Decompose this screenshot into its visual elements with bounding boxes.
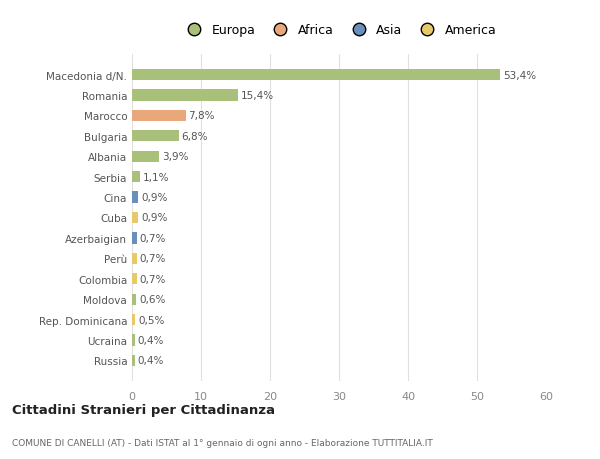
Text: 0,7%: 0,7%: [140, 233, 166, 243]
Text: 53,4%: 53,4%: [503, 71, 536, 80]
Bar: [132, 233, 137, 244]
Bar: [132, 213, 138, 224]
Text: 0,4%: 0,4%: [137, 356, 164, 365]
Bar: [132, 131, 179, 142]
Bar: [132, 192, 138, 203]
Text: 15,4%: 15,4%: [241, 91, 274, 101]
Bar: [132, 111, 186, 122]
Bar: [132, 314, 136, 325]
Text: 0,6%: 0,6%: [139, 295, 165, 304]
Text: 0,4%: 0,4%: [137, 335, 164, 345]
Bar: [132, 274, 137, 285]
Bar: [132, 70, 500, 81]
Text: 6,8%: 6,8%: [182, 132, 208, 141]
Bar: [132, 335, 135, 346]
Text: 0,9%: 0,9%: [141, 193, 167, 203]
Bar: [132, 253, 137, 264]
Text: Cittadini Stranieri per Cittadinanza: Cittadini Stranieri per Cittadinanza: [12, 403, 275, 416]
Text: 7,8%: 7,8%: [188, 111, 215, 121]
Legend: Europa, Africa, Asia, America: Europa, Africa, Asia, America: [176, 19, 502, 42]
Bar: [132, 294, 136, 305]
Text: 3,9%: 3,9%: [161, 152, 188, 162]
Text: COMUNE DI CANELLI (AT) - Dati ISTAT al 1° gennaio di ogni anno - Elaborazione TU: COMUNE DI CANELLI (AT) - Dati ISTAT al 1…: [12, 438, 433, 447]
Bar: [132, 90, 238, 101]
Text: 0,9%: 0,9%: [141, 213, 167, 223]
Text: 0,7%: 0,7%: [140, 254, 166, 264]
Bar: [132, 172, 140, 183]
Text: 0,7%: 0,7%: [140, 274, 166, 284]
Text: 0,5%: 0,5%: [138, 315, 164, 325]
Bar: [132, 151, 159, 162]
Bar: [132, 355, 135, 366]
Text: 1,1%: 1,1%: [142, 172, 169, 182]
